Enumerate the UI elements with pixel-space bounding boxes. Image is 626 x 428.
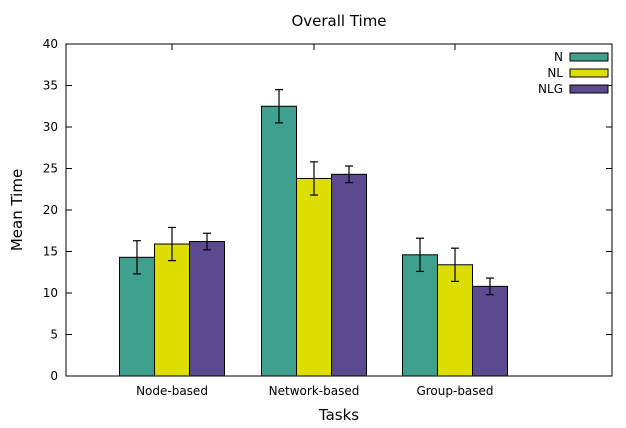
x-tick-label: Node-based — [136, 384, 208, 398]
y-tick-label: 10 — [43, 286, 58, 300]
y-tick-label: 15 — [43, 245, 58, 259]
legend-item: N — [554, 50, 609, 64]
legend-item: NLG — [538, 82, 609, 96]
x-tick-label: Network-based — [269, 384, 360, 398]
legend-label: NL — [547, 66, 563, 80]
legend-swatch — [569, 84, 609, 94]
plot-frame — [65, 43, 613, 377]
x-tick-label: Group-based — [416, 384, 493, 398]
bar — [472, 285, 508, 377]
y-tick-label: 35 — [43, 79, 58, 93]
bar — [331, 173, 367, 377]
bar — [402, 254, 438, 377]
bar — [119, 256, 155, 377]
legend-swatch — [569, 52, 609, 62]
bar — [189, 241, 225, 377]
legend-item: NL — [547, 66, 609, 80]
legend-label: N — [554, 50, 563, 64]
y-tick-label: 30 — [43, 120, 58, 134]
y-tick-label: 5 — [50, 328, 58, 342]
y-tick-label: 40 — [43, 37, 58, 51]
chart-title: Overall Time — [291, 12, 386, 30]
legend-swatch — [569, 68, 609, 78]
bar — [261, 105, 297, 377]
y-tick-label: 20 — [43, 203, 58, 217]
bar — [154, 243, 190, 377]
legend: N NL NLG — [538, 50, 609, 96]
bar — [296, 177, 332, 377]
bar — [437, 264, 473, 377]
y-axis-title: Mean Time — [8, 169, 26, 251]
y-tick-label: 0 — [50, 369, 58, 383]
x-axis-title: Tasks — [318, 406, 359, 424]
legend-label: NLG — [538, 82, 563, 96]
y-tick-label: 25 — [43, 162, 58, 176]
